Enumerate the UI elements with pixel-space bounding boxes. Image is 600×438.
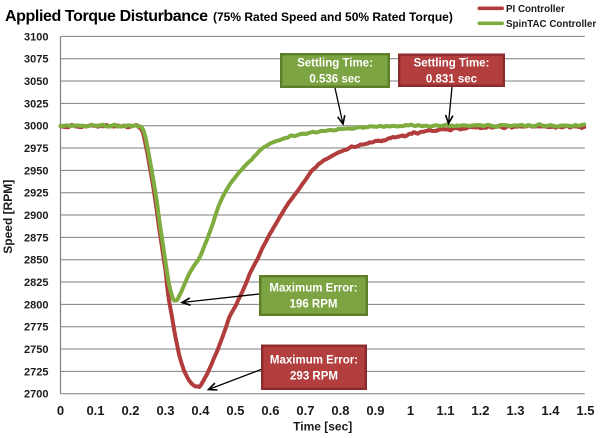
svg-text:1.1: 1.1 xyxy=(436,403,454,418)
svg-text:2850: 2850 xyxy=(24,255,48,267)
svg-text:2800: 2800 xyxy=(24,299,48,311)
svg-text:293 RPM: 293 RPM xyxy=(290,370,338,382)
svg-text:2750: 2750 xyxy=(24,344,48,356)
svg-text:Maximum Error:: Maximum Error: xyxy=(269,283,357,295)
svg-text:0.6: 0.6 xyxy=(261,403,279,418)
svg-text:1.3: 1.3 xyxy=(506,403,524,418)
svg-text:0: 0 xyxy=(57,403,64,418)
svg-text:0.5: 0.5 xyxy=(226,403,244,418)
svg-text:0.4: 0.4 xyxy=(191,403,210,418)
svg-text:0.7: 0.7 xyxy=(296,403,314,418)
svg-text:SpinTAC Controller: SpinTAC Controller xyxy=(506,19,596,30)
svg-text:Settling Time:: Settling Time: xyxy=(297,58,373,70)
svg-text:Applied Torque Disturbance: Applied Torque Disturbance xyxy=(5,8,208,25)
svg-text:2975: 2975 xyxy=(24,143,48,155)
svg-text:2950: 2950 xyxy=(24,165,48,177)
svg-text:Settling Time:: Settling Time: xyxy=(414,57,490,69)
svg-text:196 RPM: 196 RPM xyxy=(290,299,338,311)
svg-text:3000: 3000 xyxy=(24,121,48,133)
svg-text:2700: 2700 xyxy=(24,389,48,401)
svg-text:2925: 2925 xyxy=(24,188,48,200)
svg-text:0.2: 0.2 xyxy=(121,403,139,418)
svg-text:2825: 2825 xyxy=(24,277,48,289)
svg-text:0.9: 0.9 xyxy=(366,403,384,418)
svg-text:0.1: 0.1 xyxy=(86,403,104,418)
svg-text:PI Controller: PI Controller xyxy=(506,4,565,15)
svg-text:3075: 3075 xyxy=(24,54,48,66)
svg-text:1.5: 1.5 xyxy=(576,403,594,418)
svg-text:Speed [RPM]: Speed [RPM] xyxy=(1,180,15,254)
svg-text:2725: 2725 xyxy=(24,366,48,378)
svg-text:1.2: 1.2 xyxy=(471,403,489,418)
svg-text:(75% Rated Speed and 50% Rated: (75% Rated Speed and 50% Rated Torque) xyxy=(213,10,453,24)
svg-text:0.8: 0.8 xyxy=(331,403,349,418)
svg-text:Maximum Error:: Maximum Error: xyxy=(270,354,358,366)
svg-text:0.536 sec: 0.536 sec xyxy=(309,74,361,86)
svg-text:3025: 3025 xyxy=(24,98,48,110)
svg-text:Time [sec]: Time [sec] xyxy=(293,420,352,434)
svg-text:1: 1 xyxy=(407,403,414,418)
svg-text:3100: 3100 xyxy=(24,31,48,43)
svg-text:2775: 2775 xyxy=(24,322,48,334)
svg-text:2875: 2875 xyxy=(24,232,48,244)
svg-text:3050: 3050 xyxy=(24,76,48,88)
svg-text:2900: 2900 xyxy=(24,210,48,222)
svg-text:0.3: 0.3 xyxy=(156,403,174,418)
svg-text:1.4: 1.4 xyxy=(541,403,560,418)
svg-text:0.831 sec: 0.831 sec xyxy=(426,73,478,85)
